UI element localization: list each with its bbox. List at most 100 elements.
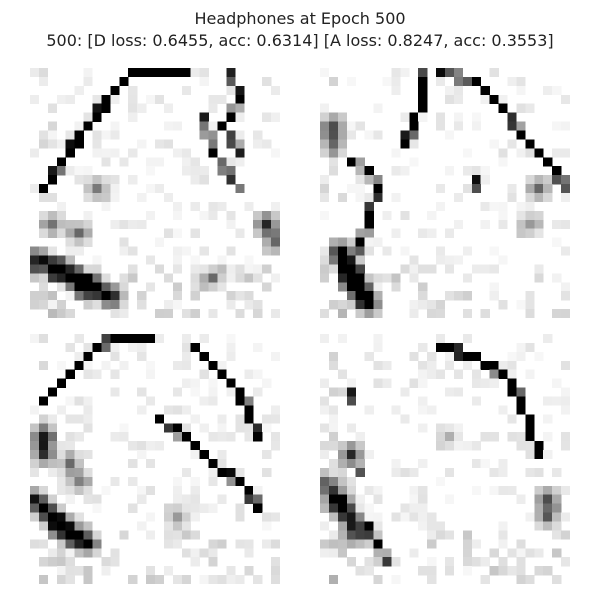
pixel	[271, 539, 280, 549]
pixel	[199, 175, 209, 185]
pixel	[355, 521, 365, 531]
pixel	[445, 255, 455, 265]
pixel	[181, 530, 191, 540]
pixel	[83, 423, 93, 433]
pixel	[38, 432, 49, 442]
pixel	[320, 68, 330, 78]
pixel	[543, 175, 553, 185]
pixel	[418, 112, 428, 122]
pixel	[346, 264, 356, 274]
pixel	[328, 139, 339, 149]
pixel	[146, 530, 156, 540]
pixel	[489, 360, 499, 370]
pixel	[235, 467, 245, 478]
pixel	[373, 184, 383, 194]
pixel	[418, 85, 428, 95]
pixel	[181, 334, 191, 344]
pixel	[328, 539, 339, 549]
pixel	[445, 291, 455, 301]
pixel	[507, 139, 517, 149]
pixel	[346, 503, 356, 513]
pixel	[199, 503, 209, 513]
pixel	[498, 201, 508, 212]
pixel	[235, 139, 245, 149]
pixel	[271, 148, 280, 158]
pixel	[328, 441, 339, 451]
pixel	[271, 246, 280, 256]
pixel	[561, 175, 570, 185]
pixel	[471, 121, 481, 131]
pixel	[418, 405, 428, 415]
pixel	[110, 219, 120, 229]
pixel	[56, 512, 66, 522]
pixel	[436, 521, 446, 531]
pixel	[235, 476, 245, 486]
pixel	[190, 512, 200, 522]
pixel	[83, 300, 93, 310]
pixel	[543, 512, 553, 522]
pixel	[101, 300, 111, 310]
pixel	[110, 548, 120, 558]
pixel	[137, 334, 147, 344]
pixel	[516, 300, 526, 310]
pixel	[552, 121, 562, 131]
pixel	[65, 459, 75, 469]
pixel	[56, 228, 66, 238]
pixel	[400, 130, 410, 140]
pixel	[262, 378, 272, 388]
pixel	[525, 103, 535, 113]
pixel	[453, 68, 464, 78]
pixel	[364, 300, 374, 310]
pixel	[337, 112, 347, 122]
pixel	[328, 121, 339, 131]
pixel	[337, 467, 347, 478]
pixel	[146, 459, 156, 469]
pixel	[462, 351, 472, 361]
pixel	[355, 273, 365, 283]
pixel	[418, 228, 428, 238]
pixel	[427, 566, 437, 576]
pixel	[391, 273, 401, 283]
pixel	[172, 255, 182, 265]
pixel	[355, 264, 365, 274]
pixel	[253, 228, 263, 238]
pixel	[235, 291, 245, 301]
pixel	[208, 476, 218, 486]
pixel	[320, 396, 330, 406]
pixel	[208, 548, 218, 558]
pixel	[498, 94, 508, 104]
pixel	[534, 441, 544, 451]
pixel	[74, 273, 84, 283]
pixel	[92, 503, 102, 513]
pixel	[47, 300, 57, 310]
pixel	[525, 548, 535, 558]
pixel	[364, 539, 374, 549]
pixel	[525, 219, 535, 229]
pixel	[320, 130, 330, 140]
pixel	[65, 309, 75, 318]
pixel	[47, 459, 57, 469]
pixel	[355, 467, 365, 478]
pixel	[462, 273, 472, 283]
pixel	[516, 148, 526, 158]
pixel	[30, 539, 40, 549]
pixel	[65, 450, 75, 460]
pixel	[320, 309, 330, 318]
pixel	[453, 387, 464, 397]
pixel	[119, 432, 129, 442]
pixel	[110, 184, 120, 194]
pixel	[516, 405, 526, 415]
pixel	[226, 85, 236, 95]
sample-panel-1	[30, 68, 280, 318]
pixel	[83, 175, 93, 185]
pixel	[337, 121, 347, 131]
pixel	[382, 557, 392, 567]
pixel	[163, 539, 174, 549]
pixel	[462, 148, 472, 158]
pixel	[561, 219, 570, 229]
pixel	[190, 378, 200, 388]
pixel	[172, 405, 182, 415]
pixel	[543, 85, 553, 95]
pixel	[235, 423, 245, 433]
pixel	[418, 423, 428, 433]
